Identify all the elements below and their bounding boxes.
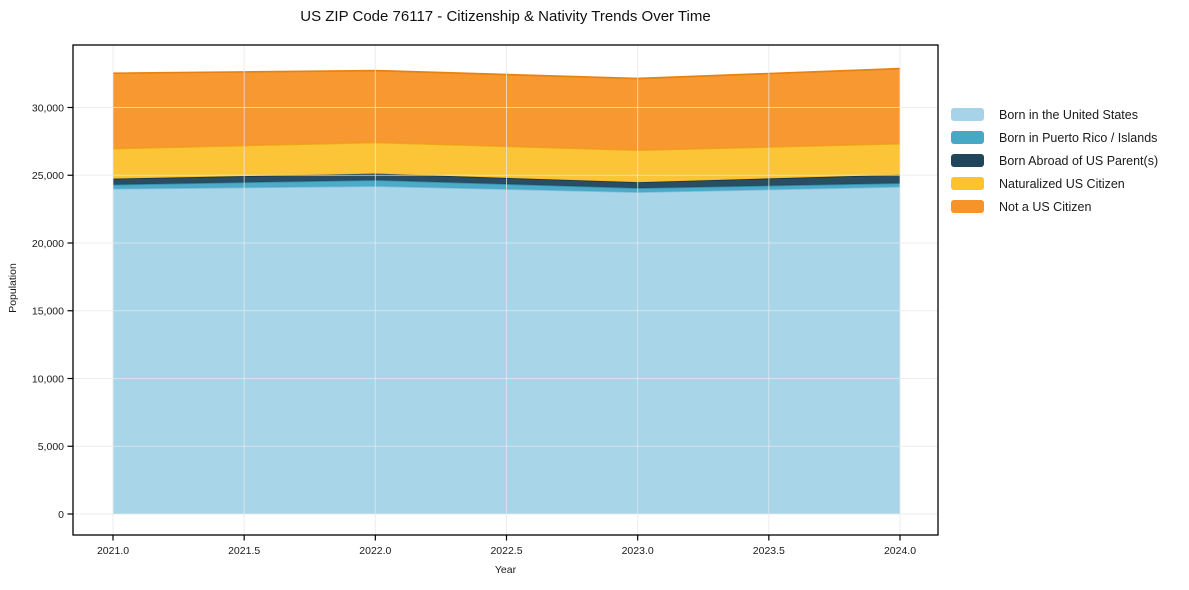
x-tick-label: 2022.5 [490,545,522,557]
y-tick-label: 0 [58,509,64,521]
y-tick-label: 20,000 [32,238,64,250]
x-tick-label: 2022.0 [359,545,391,557]
legend-swatch-born-us [951,108,984,121]
x-tick-label: 2023.0 [622,545,654,557]
x-tick-label: 2023.5 [753,545,785,557]
y-tick-label: 5,000 [38,441,64,453]
legend-label: Born in the United States [999,107,1138,122]
y-tick-label: 25,000 [32,170,64,182]
legend-label: Naturalized US Citizen [999,176,1125,191]
legend-label: Born Abroad of US Parent(s) [999,153,1159,168]
legend-item: Naturalized US Citizen [951,176,1158,191]
plot-frame [72,44,939,536]
x-tick-label: 2021.0 [97,545,129,557]
y-tick-label: 30,000 [32,102,64,114]
legend: Born in the United States Born in Puerto… [951,107,1159,214]
x-axis-label: Year [494,564,517,576]
legend-item: Not a US Citizen [951,199,1158,214]
x-tick-label: 2024.0 [884,545,916,557]
x-tick-label: 2021.5 [228,545,260,557]
legend-swatch-born-abroad [951,154,984,167]
legend-swatch-not-citizen [951,200,984,213]
legend-item: Born Abroad of US Parent(s) [951,153,1159,168]
y-tick-label: 10,000 [32,373,64,385]
legend-swatch-born-pr-islands [951,131,984,144]
chart-title: US ZIP Code 76117 - Citizenship & Nativi… [300,8,711,25]
legend-label: Born in Puerto Rico / Islands [999,130,1158,145]
legend-label: Not a US Citizen [999,199,1092,214]
legend-item: Born in Puerto Rico / Islands [951,130,1158,145]
legend-item: Born in the United States [951,107,1158,122]
legend-swatch-naturalized [951,177,984,190]
y-axis-label: Population [7,263,19,313]
y-tick-label: 15,000 [32,306,64,318]
